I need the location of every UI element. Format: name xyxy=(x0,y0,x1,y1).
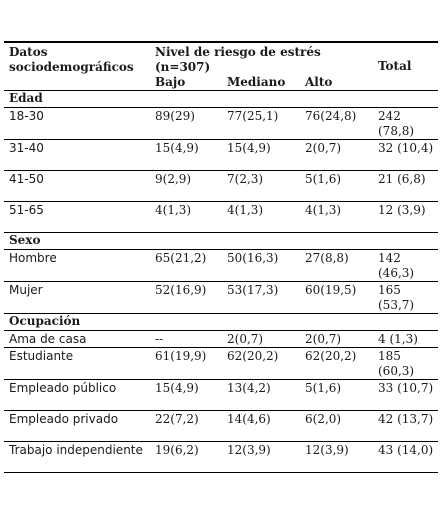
cell-label: Hombre xyxy=(9,251,57,265)
cell-total: 33 (10,7) xyxy=(378,381,434,395)
cell-alto: 76(24,8) xyxy=(305,109,357,123)
cell-bajo: 89(29) xyxy=(155,109,195,123)
cell-mediano: 62(20,2) xyxy=(227,349,279,363)
cell-alto: 62(20,2) xyxy=(305,349,357,363)
table-row: Empleado público 15(4,9) 13(4,2) 5(1,6) 33 (… xyxy=(4,380,438,411)
cell-total: 12 (3,9) xyxy=(378,203,426,217)
header-nivel-riesgo: Nivel de riesgo de estrés (n=307) xyxy=(155,45,321,74)
cell-label: 41-50 xyxy=(9,172,44,186)
cell-mediano: 13(4,2) xyxy=(227,381,271,395)
table-row: Empleado privado 22(7,2) 14(4,6) 6(2,0) 42 (… xyxy=(4,411,438,442)
cell-bajo: 4(1,3) xyxy=(155,203,192,217)
cell-mediano: 50(16,3) xyxy=(227,251,279,265)
cell-alto: 5(1,6) xyxy=(305,172,342,186)
cell-alto: 60(19,5) xyxy=(305,283,357,297)
cell-mediano: 14(4,6) xyxy=(227,412,271,426)
cell-total: 242 (78,8) xyxy=(378,109,415,138)
cell-total: 185 (60,3) xyxy=(378,349,415,378)
cell-alto: 2(0,7) xyxy=(305,141,342,155)
cell-alto: 12(3,9) xyxy=(305,443,349,457)
section-title: Sexo xyxy=(9,233,41,247)
cell-mediano: 53(17,3) xyxy=(227,283,279,297)
sociodemographic-table: Datos sociodemográficos Nivel de riesgo … xyxy=(4,41,438,473)
cell-bajo: 15(4,9) xyxy=(155,381,199,395)
cell-total: 42 (13,7) xyxy=(378,412,434,426)
table-row: Estudiante 61(19,9) 62(20,2) 62(20,2) 185 (6… xyxy=(4,348,438,380)
cell-bajo: 22(7,2) xyxy=(155,412,199,426)
cell-mediano: 12(3,9) xyxy=(227,443,271,457)
cell-label: Trabajo independiente xyxy=(9,443,143,457)
cell-mediano: 2(0,7) xyxy=(227,332,264,346)
header-total: Total xyxy=(373,42,438,91)
table-row: 31-40 15(4,9) 15(4,9) 2(0,7) 32 (10,4) xyxy=(4,140,438,171)
cell-label: Mujer xyxy=(9,283,43,297)
cell-bajo: 9(2,9) xyxy=(155,172,192,186)
cell-bajo: 65(21,2) xyxy=(155,251,207,265)
cell-bajo: 15(4,9) xyxy=(155,141,199,155)
subheader-row: Bajo Mediano Alto xyxy=(4,75,438,91)
cell-total: 32 (10,4) xyxy=(378,141,434,155)
section-title: Ocupación xyxy=(9,314,81,328)
cell-bajo: -- xyxy=(155,332,164,346)
section-header-row: Edad xyxy=(4,91,438,108)
cell-label: Empleado público xyxy=(9,381,117,395)
cell-total: 4 (1,3) xyxy=(378,332,418,346)
table-row: Mujer 52(16,9) 53(17,3) 60(19,5) 165 (53,7) xyxy=(4,282,438,314)
cell-label: 31-40 xyxy=(9,141,44,155)
header-mediano: Mediano xyxy=(222,75,300,91)
cell-total: 165 (53,7) xyxy=(378,283,415,312)
header-alto: Alto xyxy=(300,75,373,91)
header-bajo: Bajo xyxy=(150,75,222,91)
table-row: 41-50 9(2,9) 7(2,3) 5(1,6) 21 (6,8) xyxy=(4,171,438,202)
table-row: Trabajo independiente 19(6,2) 12(3,9) 12(3,… xyxy=(4,442,438,473)
cell-alto: 2(0,7) xyxy=(305,332,342,346)
cell-total: 142 (46,3) xyxy=(378,251,415,280)
cell-alto: 5(1,6) xyxy=(305,381,342,395)
table-row: 18-30 89(29) 77(25,1) 76(24,8) 242 (78,8) xyxy=(4,108,438,140)
section-title: Edad xyxy=(9,91,43,105)
cell-label: Estudiante xyxy=(9,349,74,363)
cell-alto: 6(2,0) xyxy=(305,412,342,426)
cell-mediano: 7(2,3) xyxy=(227,172,264,186)
table-row: Hombre 65(21,2) 50(16,3) 27(8,8) 142 (46,3) xyxy=(4,250,438,282)
section-header-row: Ocupación xyxy=(4,314,438,331)
cell-total: 43 (14,0) xyxy=(378,443,434,457)
cell-bajo: 52(16,9) xyxy=(155,283,207,297)
cell-alto: 27(8,8) xyxy=(305,251,349,265)
header-datos: Datos sociodemográficos xyxy=(4,42,150,91)
table-row: Ama de casa -- 2(0,7) 2(0,7) 4 (1,3) xyxy=(4,331,438,348)
cell-alto: 4(1,3) xyxy=(305,203,342,217)
cell-label: 51-65 xyxy=(9,203,44,217)
cell-bajo: 61(19,9) xyxy=(155,349,207,363)
cell-total: 21 (6,8) xyxy=(378,172,426,186)
header-row: Datos sociodemográficos Nivel de riesgo … xyxy=(4,42,438,91)
table-body: Edad 18-30 89(29) 77(25,1) 76(24,8) 242 (78,8… xyxy=(4,91,438,473)
cell-label: 18-30 xyxy=(9,109,44,123)
cell-label: Ama de casa xyxy=(9,332,87,346)
cell-label: Empleado privado xyxy=(9,412,119,426)
cell-mediano: 15(4,9) xyxy=(227,141,271,155)
cell-mediano: 4(1,3) xyxy=(227,203,264,217)
cell-mediano: 77(25,1) xyxy=(227,109,279,123)
cell-bajo: 19(6,2) xyxy=(155,443,199,457)
section-header-row: Sexo xyxy=(4,233,438,250)
table-row: 51-65 4(1,3) 4(1,3) 4(1,3) 12 (3,9) xyxy=(4,202,438,233)
